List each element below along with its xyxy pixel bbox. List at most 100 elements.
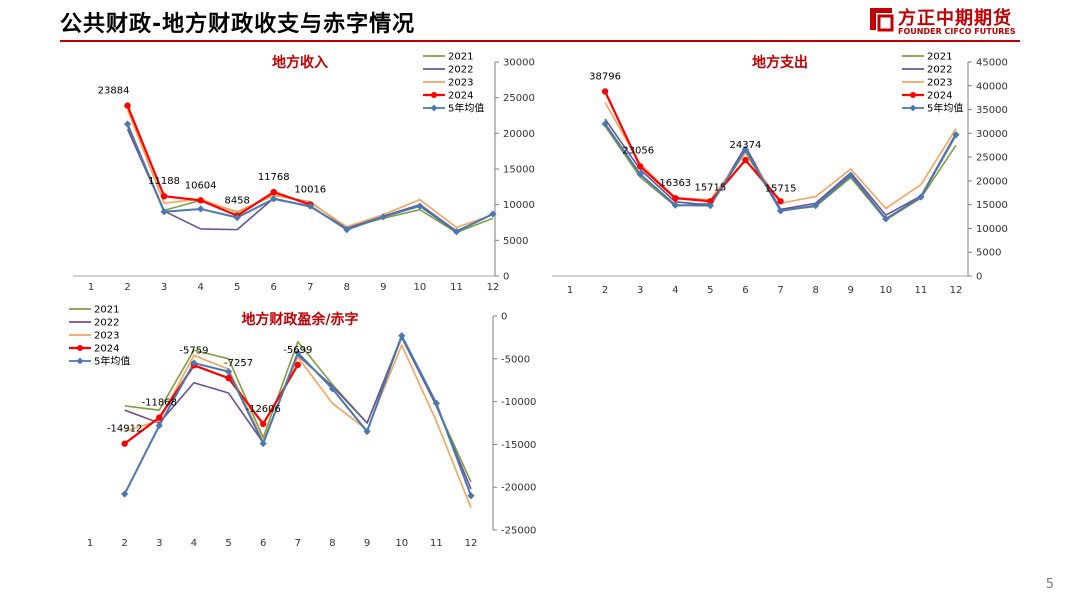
x-tick-label: 5 — [234, 282, 240, 293]
y-tick-label: 0 — [501, 312, 507, 323]
data-label: 15715 — [765, 183, 797, 194]
data-point-2024 — [777, 198, 784, 205]
data-label: 23056 — [622, 145, 654, 156]
slide-title: 公共财政-地方财政收支与赤字情况 — [60, 12, 416, 37]
data-point-2024 — [672, 194, 679, 202]
legend-label: 2024 — [94, 344, 119, 355]
data-label: -7257 — [224, 358, 253, 369]
data-point-2024 — [197, 197, 204, 204]
data-label: 11768 — [258, 172, 290, 183]
page-number: 5 — [1045, 577, 1054, 592]
data-point-avg — [259, 439, 267, 448]
data-point-avg — [952, 131, 960, 139]
y-tick-label: -15000 — [501, 440, 536, 451]
legend-marker — [430, 104, 438, 112]
data-label: 10604 — [185, 180, 217, 191]
data-point-avg — [343, 226, 351, 234]
legend-label: 2023 — [94, 331, 119, 342]
data-point-avg — [416, 202, 424, 210]
x-tick-label: 8 — [344, 282, 350, 293]
y-tick-label: 15000 — [976, 200, 1008, 211]
data-point-avg — [328, 385, 337, 393]
x-tick-label: 3 — [161, 282, 167, 293]
series-line-5年均值 — [123, 334, 472, 497]
legend-marker — [909, 104, 917, 112]
data-point-2024 — [707, 198, 714, 205]
data-label: -11868 — [142, 398, 177, 409]
data-point-2024 — [160, 192, 168, 200]
x-tick-label: 10 — [879, 285, 892, 296]
legend-marker — [431, 92, 437, 98]
y-tick-label: 0 — [976, 272, 982, 283]
x-tick-label: 1 — [87, 538, 93, 549]
legend-label: 2022 — [448, 65, 473, 76]
data-label: -12606 — [245, 404, 280, 415]
data-label: -5699 — [283, 345, 312, 356]
x-tick-label: 8 — [812, 285, 818, 296]
data-point-avg — [812, 202, 820, 210]
data-point-avg — [706, 202, 714, 210]
series-line-2024 — [126, 105, 311, 217]
y-tick-label: -20000 — [501, 483, 536, 494]
y-tick-label: 35000 — [976, 105, 1008, 116]
company-logo: 方正中期期货 FOUNDER CIFCO FUTURES — [868, 4, 1018, 40]
x-tick-label: 2 — [602, 285, 608, 296]
x-tick-label: 9 — [380, 282, 386, 293]
series-line-2022 — [124, 336, 472, 490]
legend-label: 2023 — [448, 78, 473, 89]
legend-label: 2024 — [927, 91, 952, 102]
data-point-2024 — [601, 88, 609, 95]
x-tick-label: 7 — [295, 538, 301, 549]
y-tick-label: 20000 — [503, 129, 535, 140]
x-tick-label: 1 — [88, 282, 94, 293]
series-line-2024 — [123, 364, 299, 445]
x-tick-label: 11 — [915, 285, 928, 296]
legend-marker — [910, 92, 916, 98]
x-tick-label: 11 — [430, 538, 443, 549]
founder-logo-icon — [870, 8, 894, 32]
legend-label: 2022 — [94, 318, 119, 329]
logo-text-cn: 方正中期期货 — [898, 8, 1012, 29]
x-tick-label: 4 — [672, 285, 678, 296]
x-tick-label: 12 — [465, 538, 478, 549]
y-tick-label: 25000 — [503, 93, 535, 104]
x-tick-label: 5 — [225, 538, 231, 549]
series-line-2021 — [126, 125, 494, 234]
x-tick-label: 2 — [121, 538, 127, 549]
data-point-2024 — [742, 156, 749, 164]
y-tick-label: 30000 — [503, 58, 535, 69]
data-point-avg — [233, 213, 241, 222]
y-tick-label: 45000 — [976, 58, 1008, 69]
data-point-avg — [489, 210, 497, 218]
x-tick-label: 12 — [950, 285, 963, 296]
data-point-avg — [741, 145, 750, 154]
data-label: -14912 — [107, 424, 142, 435]
y-tick-label: 30000 — [976, 129, 1008, 140]
data-point-avg — [467, 492, 475, 500]
chart-title: 地方财政盈余/赤字 — [241, 311, 358, 328]
series-line-2024 — [604, 91, 782, 203]
legend-label: 2021 — [448, 52, 473, 63]
data-point-avg — [363, 427, 371, 436]
data-point-avg — [197, 205, 205, 213]
x-tick-label: 3 — [637, 285, 643, 296]
x-tick-label: 5 — [707, 285, 713, 296]
data-label: 11188 — [148, 176, 180, 187]
y-tick-label: 40000 — [976, 81, 1008, 92]
data-point-avg — [398, 332, 406, 340]
legend-label: 2023 — [927, 78, 952, 89]
x-tick-label: 4 — [197, 282, 203, 293]
data-point-avg — [847, 171, 855, 179]
y-tick-label: -5000 — [501, 354, 530, 365]
x-tick-label: 9 — [848, 285, 854, 296]
data-point-avg — [160, 208, 168, 216]
y-tick-label: 5000 — [503, 236, 528, 247]
data-point-2024 — [259, 420, 267, 428]
x-tick-label: 7 — [307, 282, 313, 293]
legend-label: 2021 — [94, 305, 119, 316]
data-point-avg — [121, 490, 129, 498]
data-label: -5759 — [179, 345, 208, 356]
data-label: 23884 — [98, 86, 130, 97]
y-tick-label: 0 — [503, 272, 509, 283]
